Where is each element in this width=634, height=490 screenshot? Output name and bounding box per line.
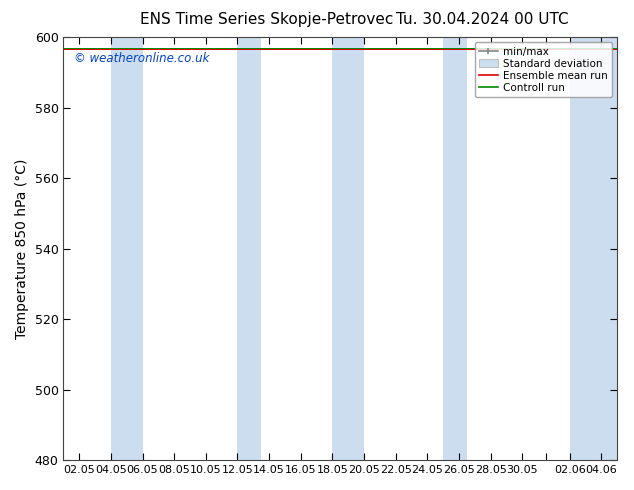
Bar xyxy=(238,37,261,460)
Bar xyxy=(443,37,467,460)
Text: Tu. 30.04.2024 00 UTC: Tu. 30.04.2024 00 UTC xyxy=(396,12,568,27)
Bar xyxy=(570,37,617,460)
Text: © weatheronline.co.uk: © weatheronline.co.uk xyxy=(74,52,210,65)
Bar xyxy=(332,37,364,460)
Bar xyxy=(111,37,143,460)
Text: ENS Time Series Skopje-Petrovec: ENS Time Series Skopje-Petrovec xyxy=(139,12,393,27)
Y-axis label: Temperature 850 hPa (°C): Temperature 850 hPa (°C) xyxy=(15,158,29,339)
Legend: min/max, Standard deviation, Ensemble mean run, Controll run: min/max, Standard deviation, Ensemble me… xyxy=(475,42,612,97)
